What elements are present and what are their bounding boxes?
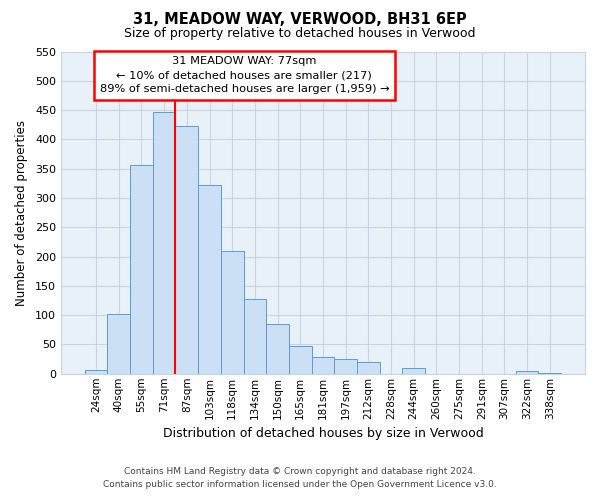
Bar bbox=[130, 165, 153, 374]
Bar bbox=[357, 362, 380, 374]
Text: Size of property relative to detached houses in Verwood: Size of property relative to detached ho… bbox=[124, 28, 476, 40]
Bar bbox=[198, 184, 221, 374]
Bar bbox=[266, 324, 289, 374]
Bar bbox=[244, 299, 266, 374]
Bar bbox=[289, 346, 311, 374]
X-axis label: Distribution of detached houses by size in Verwood: Distribution of detached houses by size … bbox=[163, 427, 484, 440]
Text: 31, MEADOW WAY, VERWOOD, BH31 6EP: 31, MEADOW WAY, VERWOOD, BH31 6EP bbox=[133, 12, 467, 28]
Bar bbox=[175, 126, 198, 374]
Y-axis label: Number of detached properties: Number of detached properties bbox=[15, 120, 28, 306]
Bar bbox=[334, 359, 357, 374]
Bar bbox=[538, 372, 561, 374]
Bar bbox=[153, 112, 175, 374]
Bar bbox=[85, 370, 107, 374]
Bar bbox=[403, 368, 425, 374]
Bar bbox=[221, 250, 244, 374]
Text: Contains HM Land Registry data © Crown copyright and database right 2024.
Contai: Contains HM Land Registry data © Crown c… bbox=[103, 468, 497, 489]
Text: 31 MEADOW WAY: 77sqm
← 10% of detached houses are smaller (217)
89% of semi-deta: 31 MEADOW WAY: 77sqm ← 10% of detached h… bbox=[100, 56, 389, 94]
Bar bbox=[516, 372, 538, 374]
Bar bbox=[107, 314, 130, 374]
Bar bbox=[311, 357, 334, 374]
